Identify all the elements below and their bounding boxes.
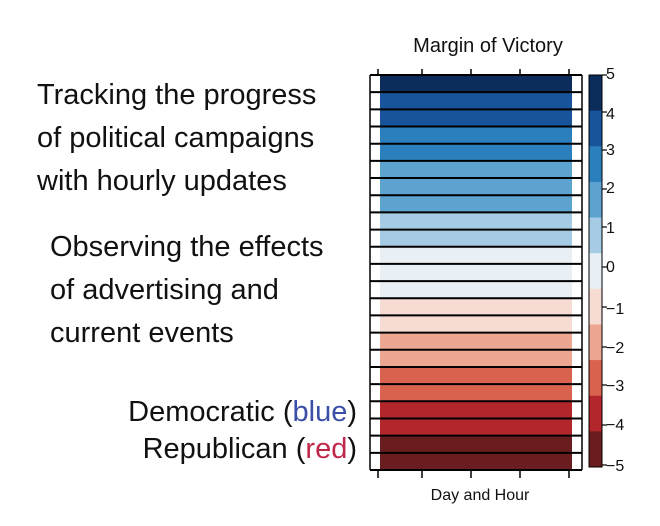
colorbar-tick-label: −1 (606, 301, 624, 318)
heatmap-row (380, 92, 572, 110)
x-axis-label: Day and Hour (431, 487, 530, 504)
colorbar-segment (589, 324, 602, 361)
legend-democratic: Democratic (blue) (128, 391, 357, 434)
legend-rep-prefix: Republican ( (142, 433, 306, 465)
colorbar-segment (589, 431, 602, 468)
colorbar: 5 4 3 2 1 0 −1 −2 −3 −4 −5 (588, 66, 624, 475)
heatmap-row (380, 366, 572, 385)
heatmap-row (380, 401, 572, 419)
legend-dem-color-word: blue (292, 396, 348, 428)
colorbar-tick-label: 2 (606, 180, 615, 197)
colorbar-border (588, 74, 603, 468)
heatmap-row (380, 246, 572, 264)
heatmap-row (380, 452, 572, 470)
heatmap-row (380, 195, 572, 213)
heatmap-row (380, 298, 572, 316)
colorbar-tick-label: 4 (606, 106, 615, 123)
heatmap-row (380, 435, 572, 453)
colorbar-tick-label: −4 (606, 417, 624, 434)
heatmap-row (380, 178, 572, 196)
heatmap-row (380, 281, 572, 299)
colorbar-tick-label: 5 (606, 66, 615, 83)
colorbar-segment (589, 217, 602, 254)
colorbar-tick-label: −2 (606, 340, 624, 357)
heatmap-row (380, 418, 572, 436)
colorbar-tick-label: 0 (606, 259, 615, 276)
colorbar-segment (589, 75, 602, 112)
legend-rep-color-word: red (305, 433, 348, 465)
annotation-line: with hourly updates (37, 165, 287, 197)
heatmap-row (380, 315, 572, 333)
annotation-block-1: Tracking the progress of political campa… (37, 74, 316, 203)
legend-dem-prefix: Democratic ( (128, 396, 293, 428)
annotation-line: Tracking the progress (37, 79, 317, 111)
heatmap-rows (370, 74, 582, 470)
heatmap-row (380, 332, 572, 350)
chart-title: Margin of Victory (413, 35, 563, 57)
heatmap-row (380, 263, 572, 282)
heatmap-row (380, 212, 572, 230)
colorbar-segment (589, 110, 602, 147)
colorbar-tick-label: −5 (606, 458, 624, 475)
legend-dem-close: ) (347, 396, 357, 428)
legend-republican: Republican (red) (143, 428, 357, 471)
colorbar-segment (589, 181, 602, 219)
colorbar-tick-label: 1 (606, 220, 615, 237)
legend-rep-close: ) (347, 433, 357, 465)
heatmap-row (380, 126, 572, 144)
heatmap-row (380, 143, 572, 161)
annotation-line: of political campaigns (37, 122, 315, 154)
colorbar-segment (589, 146, 602, 183)
heatmap-row (380, 109, 572, 127)
heatmap-row (380, 229, 572, 247)
heatmap-row (380, 349, 572, 367)
heatmap-row (380, 75, 572, 93)
plot-frame (369, 69, 583, 478)
colorbar-segment (589, 253, 602, 290)
annotation-block-2: Observing the effects of advertising and… (50, 226, 324, 355)
annotation-line: Observing the effects (50, 231, 324, 263)
annotation-line: of advertising and (50, 274, 279, 306)
heatmap-row (380, 160, 572, 179)
heatmap-row (380, 384, 572, 402)
colorbar-segment (589, 360, 602, 397)
colorbar-tick-label: −3 (606, 378, 624, 395)
colorbar-segment (589, 288, 602, 325)
colorbar-segment (589, 395, 602, 432)
colorbar-tick-label: 3 (606, 142, 615, 159)
annotation-line: current events (50, 317, 234, 349)
